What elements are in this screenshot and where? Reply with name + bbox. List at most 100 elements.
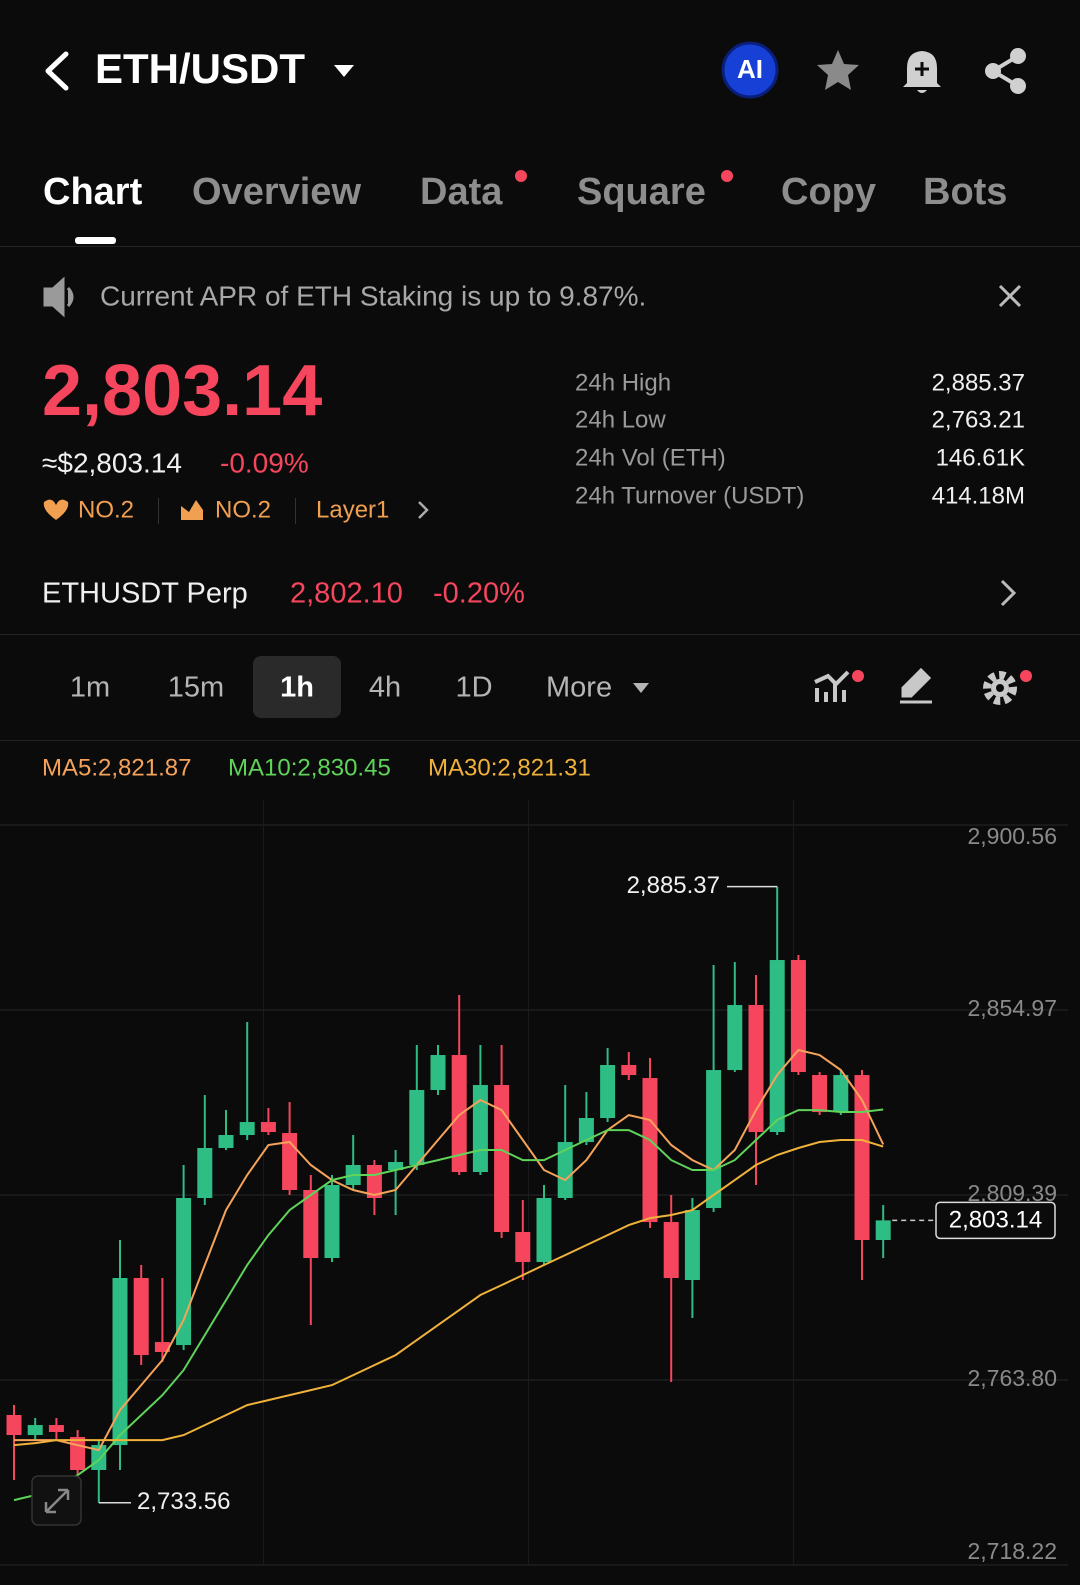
interval-active-bg: [253, 656, 341, 718]
last-price: 2,803.14: [42, 351, 322, 431]
tab[interactable]: Data: [420, 171, 503, 213]
last-price-label: 2,803.14: [949, 1207, 1042, 1234]
interval[interactable]: 1m: [70, 672, 110, 704]
back-button[interactable]: [45, 51, 69, 91]
badge: [852, 670, 864, 682]
candle-body: [324, 1185, 340, 1259]
stat-value: 2,885.37: [932, 369, 1025, 396]
ma-line: [14, 1048, 885, 1452]
candle-body: [578, 1118, 594, 1143]
candle-body: [663, 1222, 679, 1278]
candle-body: [218, 1135, 234, 1149]
candle-body: [494, 1085, 510, 1233]
tag[interactable]: NO.2: [78, 496, 134, 523]
interval[interactable]: 1D: [455, 672, 492, 704]
candle-body: [706, 1070, 722, 1209]
gear: [983, 671, 1017, 705]
gear-hole: [996, 684, 1004, 692]
v-grid: [528, 800, 529, 1565]
chevron: [418, 501, 429, 519]
tag-icon: [43, 499, 69, 520]
candle-body: [6, 1415, 22, 1436]
interval[interactable]: 4h: [369, 672, 401, 704]
candle-body: [472, 1085, 488, 1173]
y-tick-label: 2,763.80: [967, 1365, 1057, 1391]
stat-value: 2,763.21: [932, 406, 1025, 433]
divider: [0, 740, 1080, 741]
candle-body: [70, 1436, 86, 1470]
candle-body: [388, 1162, 404, 1171]
indicator-icon: [814, 670, 850, 702]
price-change: -0.09%: [220, 447, 309, 478]
candle-body: [769, 960, 785, 1133]
interval[interactable]: 15m: [168, 672, 224, 704]
tag-separator: [158, 498, 159, 524]
interval[interactable]: More: [546, 672, 612, 704]
perp-name[interactable]: ETHUSDT Perp: [42, 578, 248, 610]
candle-body: [48, 1425, 64, 1433]
pair-title[interactable]: ETH/USDT: [95, 45, 305, 92]
candle-body: [833, 1075, 849, 1113]
candle-body: [684, 1210, 700, 1281]
perp-change: -0.20%: [433, 578, 525, 610]
tab[interactable]: Overview: [192, 171, 361, 213]
share-link: [989, 54, 1020, 88]
candle-body: [154, 1342, 170, 1353]
candle-body: [621, 1065, 637, 1076]
settings-button[interactable]: [983, 670, 1032, 705]
tag[interactable]: Layer1: [316, 496, 389, 523]
candle-body: [409, 1090, 425, 1166]
badge: [1020, 670, 1032, 682]
interval[interactable]: 1h: [280, 672, 314, 704]
indicator-button[interactable]: [814, 670, 864, 702]
perp-price: 2,802.10: [290, 578, 403, 610]
low-marker-label: 2,733.56: [137, 1488, 230, 1515]
notice-text[interactable]: Current APR of ETH Staking is up to 9.87…: [100, 280, 646, 311]
candle-body: [239, 1122, 255, 1136]
candle-body: [27, 1425, 43, 1436]
tag-icon: [181, 500, 203, 520]
high-marker-label: 2,885.37: [627, 872, 720, 899]
perp-chevron[interactable]: [1000, 579, 1017, 607]
candle-body: [176, 1198, 192, 1346]
favorite-button[interactable]: [817, 50, 859, 90]
candle-body: [536, 1198, 552, 1263]
candle-body: [748, 1005, 764, 1133]
ma-legend: MA10:2,830.45: [228, 754, 391, 781]
v-grid: [263, 800, 264, 1565]
candle-body: [430, 1055, 446, 1091]
y-tick-label: 2,718.22: [967, 1538, 1057, 1564]
tab[interactable]: Bots: [923, 171, 1007, 213]
pair-dropdown[interactable]: [334, 65, 354, 77]
stat-label: 24h Turnover (USDT): [575, 482, 804, 509]
candle-body: [197, 1148, 213, 1199]
share-button[interactable]: [985, 48, 1026, 94]
ma-legend: MA5:2,821.87: [42, 754, 191, 781]
speaker-icon: [43, 276, 74, 318]
close-notice[interactable]: [998, 284, 1022, 308]
candle-body: [642, 1078, 658, 1223]
tab[interactable]: Chart: [43, 171, 143, 213]
y-tick-label: 2,900.56: [967, 823, 1057, 849]
v-grid: [793, 800, 794, 1565]
candle-body: [112, 1277, 128, 1446]
alert-plus: [915, 62, 929, 76]
stat-label: 24h Low: [575, 406, 666, 433]
candle-body: [854, 1075, 870, 1241]
candle-body: [790, 960, 806, 1073]
tab-badge: [721, 170, 733, 182]
tab[interactable]: Copy: [781, 171, 876, 213]
candle-body: [303, 1190, 319, 1259]
ai-button[interactable]: [721, 41, 779, 99]
draw-button[interactable]: [900, 667, 932, 704]
stat-value: 414.18M: [932, 482, 1025, 509]
tag[interactable]: NO.2: [215, 496, 271, 523]
stat-label: 24h Vol (ETH): [575, 444, 726, 471]
ai-label: AI: [737, 54, 763, 84]
expand-button[interactable]: [31, 1475, 82, 1526]
divider: [0, 634, 1080, 635]
candle-body: [557, 1142, 573, 1199]
tab[interactable]: Square: [577, 171, 706, 213]
tag-separator: [295, 498, 296, 524]
